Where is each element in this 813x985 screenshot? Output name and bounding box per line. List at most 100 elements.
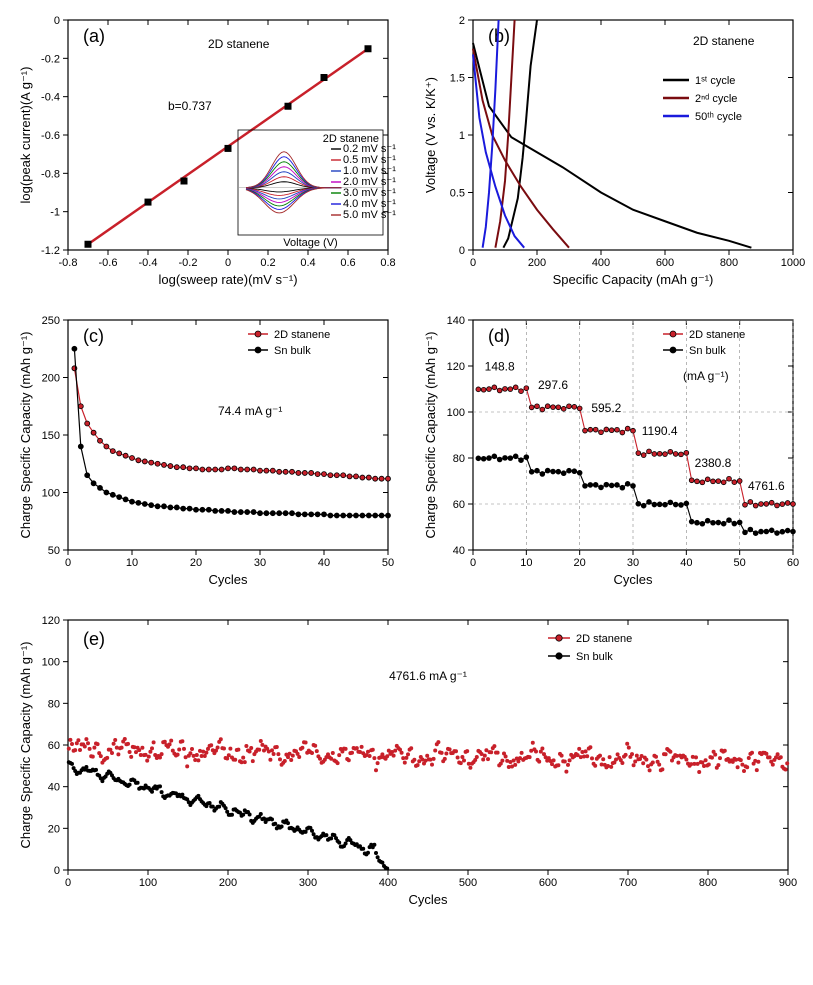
- svg-text:50: 50: [734, 557, 746, 569]
- svg-text:250: 250: [42, 315, 60, 327]
- svg-text:(d): (d): [488, 326, 510, 346]
- svg-text:10: 10: [126, 557, 138, 569]
- svg-text:Voltage (V vs. K/K⁺): Voltage (V vs. K/K⁺): [423, 77, 438, 193]
- svg-text:2D stanene: 2D stanene: [693, 34, 755, 48]
- svg-text:0: 0: [54, 15, 60, 27]
- svg-text:0.8: 0.8: [380, 257, 395, 269]
- svg-text:2D stanene: 2D stanene: [689, 329, 745, 341]
- svg-text:40: 40: [318, 557, 330, 569]
- svg-text:(e): (e): [83, 629, 105, 649]
- svg-text:50: 50: [48, 545, 60, 557]
- svg-text:20: 20: [48, 823, 60, 835]
- svg-text:0: 0: [54, 865, 60, 877]
- svg-text:Cycles: Cycles: [408, 892, 448, 907]
- svg-text:120: 120: [447, 361, 465, 373]
- svg-text:40: 40: [453, 545, 465, 557]
- panel-e: 0100200300400500600700800900020406080100…: [8, 608, 805, 918]
- svg-text:2D stanene: 2D stanene: [576, 633, 632, 645]
- svg-text:50: 50: [382, 557, 394, 569]
- svg-text:150: 150: [42, 430, 60, 442]
- svg-text:(a): (a): [83, 26, 105, 46]
- svg-text:Charge Specific Capacity (mAh: Charge Specific Capacity (mAh g⁻¹): [18, 332, 33, 539]
- svg-text:5.0 mV s⁻¹: 5.0 mV s⁻¹: [343, 209, 396, 221]
- svg-text:60: 60: [787, 557, 799, 569]
- svg-text:200: 200: [219, 877, 237, 889]
- svg-text:0: 0: [65, 557, 71, 569]
- svg-text:20: 20: [190, 557, 202, 569]
- svg-text:100: 100: [42, 657, 60, 669]
- svg-text:-0.6: -0.6: [99, 257, 118, 269]
- svg-text:-0.2: -0.2: [179, 257, 198, 269]
- svg-text:-0.2: -0.2: [41, 53, 60, 65]
- panel-c-container: 0102030405050100150200250CyclesCharge Sp…: [8, 308, 403, 598]
- svg-text:log(sweep rate)(mV s⁻¹): log(sweep rate)(mV s⁻¹): [158, 272, 297, 287]
- svg-text:0: 0: [470, 257, 476, 269]
- svg-text:595.2: 595.2: [591, 401, 621, 415]
- svg-text:400: 400: [592, 257, 610, 269]
- svg-text:b=0.737: b=0.737: [168, 99, 212, 113]
- svg-text:50ᵗʰ cycle: 50ᵗʰ cycle: [695, 111, 742, 123]
- svg-text:2D stanene: 2D stanene: [208, 37, 270, 51]
- svg-text:4761.6 mA g⁻¹: 4761.6 mA g⁻¹: [389, 669, 467, 683]
- panel-b: 0200400600800100000.511.52Specific Capac…: [413, 8, 808, 298]
- svg-text:10: 10: [520, 557, 532, 569]
- panel-a: -0.8-0.6-0.4-0.200.20.40.60.8-1.2-1-0.8-…: [8, 8, 403, 298]
- svg-text:1000: 1000: [781, 257, 805, 269]
- svg-text:300: 300: [299, 877, 317, 889]
- svg-text:1190.4: 1190.4: [642, 424, 678, 438]
- svg-text:Cycles: Cycles: [208, 572, 248, 587]
- svg-text:-0.4: -0.4: [41, 92, 60, 104]
- svg-text:60: 60: [48, 740, 60, 752]
- svg-text:297.6: 297.6: [538, 378, 568, 392]
- svg-text:60: 60: [453, 499, 465, 511]
- svg-text:0: 0: [470, 557, 476, 569]
- svg-text:2380.8: 2380.8: [695, 456, 732, 470]
- svg-text:Charge Specific Capacity (mAh: Charge Specific Capacity (mAh g⁻¹): [423, 332, 438, 539]
- svg-text:0: 0: [65, 877, 71, 889]
- svg-text:140: 140: [447, 315, 465, 327]
- figure-grid: -0.8-0.6-0.4-0.200.20.40.60.8-1.2-1-0.8-…: [8, 8, 805, 918]
- svg-text:80: 80: [453, 453, 465, 465]
- svg-text:(c): (c): [83, 326, 104, 346]
- svg-text:100: 100: [447, 407, 465, 419]
- svg-text:600: 600: [656, 257, 674, 269]
- svg-text:-0.4: -0.4: [139, 257, 158, 269]
- svg-text:40: 40: [680, 557, 692, 569]
- panel-c: 0102030405050100150200250CyclesCharge Sp…: [8, 308, 403, 598]
- svg-text:Specific Capacity (mAh g⁻¹): Specific Capacity (mAh g⁻¹): [553, 272, 714, 287]
- svg-text:0.2: 0.2: [260, 257, 275, 269]
- svg-text:800: 800: [699, 877, 717, 889]
- svg-text:0: 0: [459, 245, 465, 257]
- svg-text:1: 1: [459, 130, 465, 142]
- svg-text:0: 0: [225, 257, 231, 269]
- svg-text:20: 20: [574, 557, 586, 569]
- panel-e-container: 0100200300400500600700800900020406080100…: [8, 608, 808, 918]
- svg-text:Voltage (V): Voltage (V): [283, 237, 337, 249]
- svg-text:400: 400: [379, 877, 397, 889]
- svg-text:1.5: 1.5: [450, 73, 465, 85]
- svg-text:Sn bulk: Sn bulk: [576, 651, 613, 663]
- svg-text:(mA g⁻¹): (mA g⁻¹): [683, 369, 729, 383]
- svg-text:200: 200: [528, 257, 546, 269]
- panel-d-container: 0 10 20 30 40 50 60 40 60 80 100 120 140 Cycles Charge…: [413, 308, 808, 598]
- svg-text:80: 80: [48, 698, 60, 710]
- svg-text:4761.6: 4761.6: [748, 479, 785, 493]
- svg-text:Charge Specific Capacity (mAh: Charge Specific Capacity (mAh g⁻¹): [18, 642, 33, 849]
- svg-text:Cycles: Cycles: [613, 572, 653, 587]
- svg-text:100: 100: [139, 877, 157, 889]
- svg-text:800: 800: [720, 257, 738, 269]
- svg-text:500: 500: [459, 877, 477, 889]
- svg-text:log(peak current)(A g⁻¹): log(peak current)(A g⁻¹): [18, 67, 33, 204]
- svg-text:30: 30: [627, 557, 639, 569]
- svg-text:Sn bulk: Sn bulk: [274, 345, 311, 357]
- panel-d: 0 10 20 30 40 50 60 40 60 80 100 120 140 Cycles Charge…: [413, 308, 808, 598]
- svg-text:0.4: 0.4: [300, 257, 315, 269]
- svg-text:40: 40: [48, 782, 60, 794]
- svg-text:0.6: 0.6: [340, 257, 355, 269]
- svg-text:-1: -1: [50, 207, 60, 219]
- svg-text:200: 200: [42, 373, 60, 385]
- svg-text:-0.8: -0.8: [41, 168, 60, 180]
- svg-text:-1.2: -1.2: [41, 245, 60, 257]
- panel-a-container: -0.8-0.6-0.4-0.200.20.40.60.8-1.2-1-0.8-…: [8, 8, 403, 298]
- svg-text:Sn bulk: Sn bulk: [689, 345, 726, 357]
